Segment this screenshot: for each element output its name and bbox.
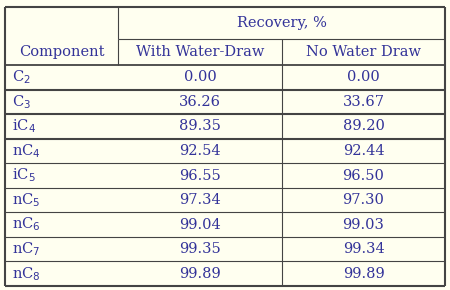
Text: 99.04: 99.04 — [179, 218, 221, 232]
Text: iC$_4$: iC$_4$ — [12, 117, 36, 135]
Text: C$_2$: C$_2$ — [12, 68, 31, 86]
Text: 36.26: 36.26 — [179, 95, 221, 109]
Text: nC$_6$: nC$_6$ — [12, 216, 40, 233]
Text: With Water-Draw: With Water-Draw — [136, 45, 264, 59]
Text: Recovery, %: Recovery, % — [237, 16, 326, 30]
Text: 92.54: 92.54 — [179, 144, 221, 158]
Text: 97.34: 97.34 — [179, 193, 221, 207]
Text: 99.89: 99.89 — [179, 267, 221, 281]
Text: 0.00: 0.00 — [184, 70, 216, 84]
Text: 89.20: 89.20 — [342, 119, 384, 133]
Text: nC$_7$: nC$_7$ — [12, 240, 40, 258]
Text: 99.89: 99.89 — [342, 267, 384, 281]
Text: 89.35: 89.35 — [179, 119, 221, 133]
Text: iC$_5$: iC$_5$ — [12, 167, 36, 184]
Text: nC$_5$: nC$_5$ — [12, 191, 40, 209]
Text: C$_3$: C$_3$ — [12, 93, 31, 111]
Text: Component: Component — [19, 45, 104, 59]
Text: 96.50: 96.50 — [342, 168, 384, 182]
Text: 99.34: 99.34 — [342, 242, 384, 256]
Text: 33.67: 33.67 — [342, 95, 384, 109]
Text: 0.00: 0.00 — [347, 70, 380, 84]
Text: nC$_4$: nC$_4$ — [12, 142, 40, 160]
Text: 99.03: 99.03 — [342, 218, 384, 232]
Text: nC$_8$: nC$_8$ — [12, 265, 40, 282]
Text: No Water Draw: No Water Draw — [306, 45, 421, 59]
Text: 92.44: 92.44 — [343, 144, 384, 158]
Text: 96.55: 96.55 — [179, 168, 221, 182]
Text: 97.30: 97.30 — [342, 193, 384, 207]
Text: 99.35: 99.35 — [179, 242, 221, 256]
